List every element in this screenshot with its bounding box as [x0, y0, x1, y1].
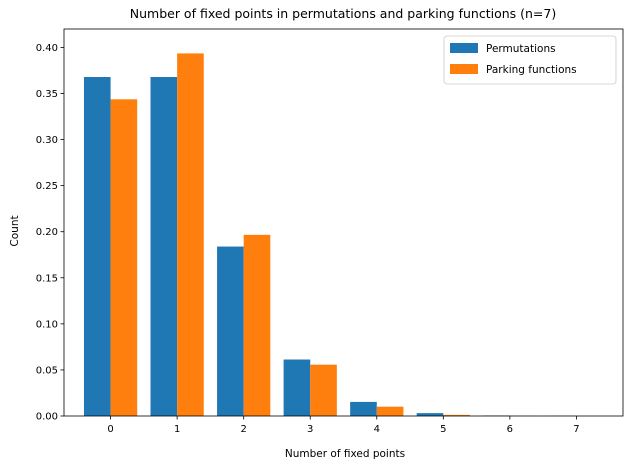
x-tick-label: 4: [374, 424, 380, 435]
x-tick-label: 3: [307, 424, 313, 435]
y-axis-label: Count: [9, 215, 21, 246]
x-tick-label: 6: [507, 424, 513, 435]
bar-parking-functions-4: [376, 406, 404, 416]
x-axis-label: Number of fixed points: [285, 448, 405, 460]
bar-parking-functions-5: [443, 414, 470, 416]
y-tick-label: 0.40: [36, 43, 58, 54]
plot-frame: [63, 28, 624, 417]
chart-title: Number of fixed points in permutations a…: [130, 6, 556, 21]
bar-permutations-3: [283, 359, 311, 416]
bar-permutations-4: [350, 401, 377, 416]
plot-area: [63, 28, 624, 417]
legend: Permutations Parking functions: [443, 35, 617, 85]
y-tick-label: 0.30: [36, 135, 58, 146]
y-tick-label: 0.10: [36, 319, 58, 330]
bar-permutations-1: [150, 77, 178, 416]
x-tick-label: 1: [174, 424, 180, 435]
bar-parking-functions-3: [310, 364, 337, 416]
y-tick-label: 0.25: [36, 181, 58, 192]
legend-label: Permutations: [486, 43, 556, 55]
y-tick-label: 0.00: [36, 412, 58, 423]
y-tick-label: 0.20: [36, 227, 58, 238]
bar-parking-functions-2: [243, 234, 271, 416]
x-tick-label: 5: [440, 424, 446, 435]
y-tick-label: 0.15: [36, 273, 58, 284]
bar-permutations-0: [83, 77, 111, 416]
y-tick-label: 0.05: [36, 365, 58, 376]
x-tick-label: 7: [573, 424, 579, 435]
bar-permutations-5: [416, 413, 444, 416]
y-axis: 0.00 0.05 0.10 0.15 0.20 0.25 0.30 0.35 0.40: [36, 43, 64, 423]
legend-swatch: [450, 43, 478, 53]
legend-swatch: [450, 64, 478, 74]
y-tick-label: 0.35: [36, 89, 58, 100]
bar-parking-functions-0: [110, 99, 138, 416]
x-axis: 0 1 2 3 4 5 6 7: [107, 416, 580, 435]
bar-permutations-2: [217, 246, 244, 416]
legend-box: [443, 35, 617, 85]
x-tick-label: 0: [107, 424, 113, 435]
x-tick-label: 2: [240, 424, 246, 435]
legend-label: Parking functions: [486, 64, 577, 76]
bar-parking-functions-1: [177, 53, 204, 417]
